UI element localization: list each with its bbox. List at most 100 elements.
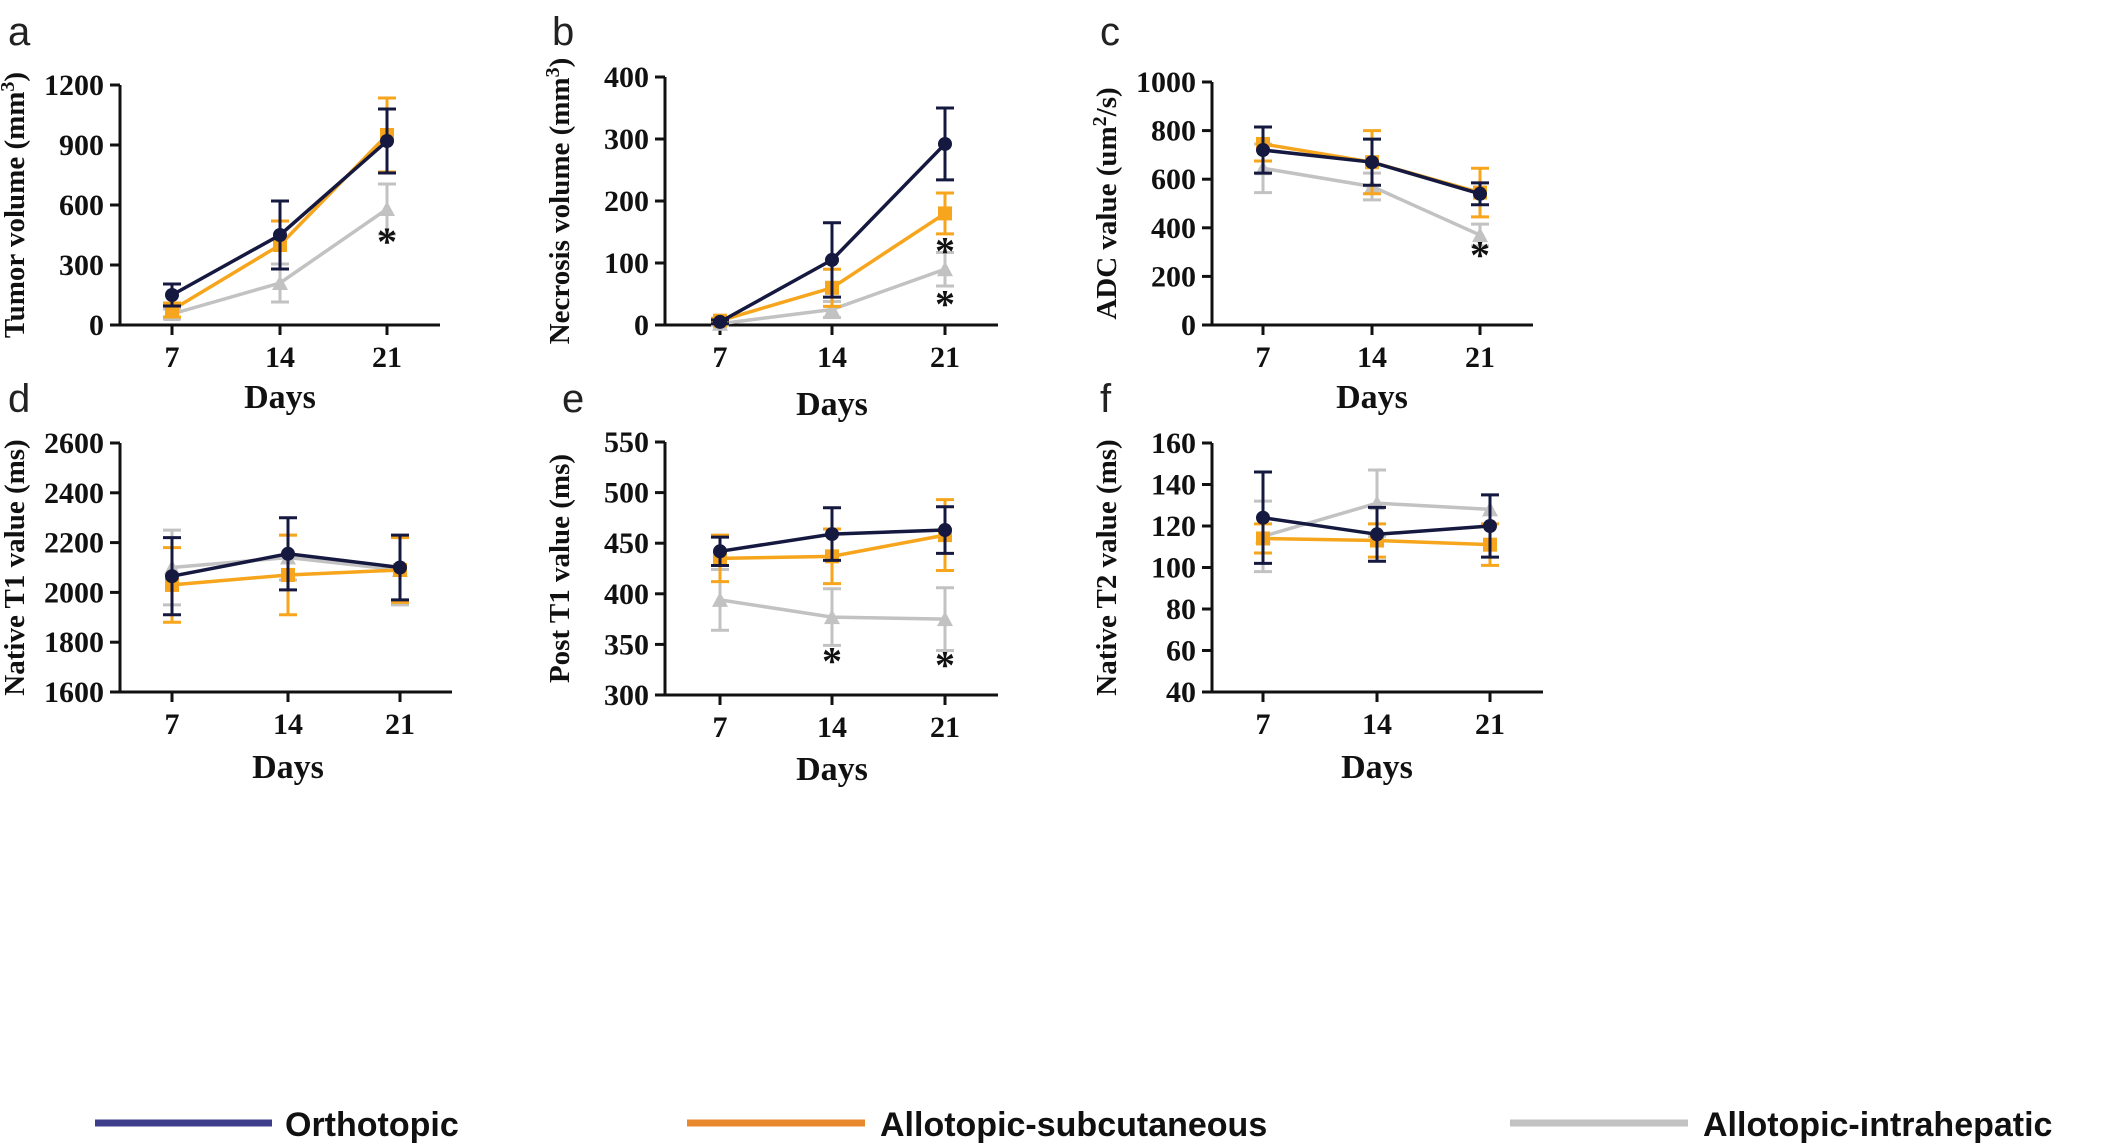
x-axis-title: Days xyxy=(1336,379,1408,416)
panel-letter: e xyxy=(562,377,584,421)
y-tick-label: 300 xyxy=(604,123,649,156)
significance-annotation: * xyxy=(1470,233,1490,278)
y-tick-label: 300 xyxy=(59,249,104,282)
x-axis-title: Days xyxy=(796,386,868,423)
series-orthotopic xyxy=(163,107,396,308)
chart-panel-e: e 300 350 400 450 500 550 7 14 21 Days Post T1 valu… xyxy=(544,377,998,788)
y-tick-label: 60 xyxy=(1166,635,1196,668)
x-tick-label: 21 xyxy=(930,341,960,374)
x-tick-label: 7 xyxy=(713,711,728,744)
series-orthotopic xyxy=(1254,470,1499,565)
x-axis-title: Days xyxy=(796,751,868,788)
data-point xyxy=(938,206,952,221)
panel-letter: b xyxy=(552,10,574,54)
y-tick-label: 900 xyxy=(59,129,104,162)
y-tick-label: 100 xyxy=(604,247,649,280)
x-tick-label: 7 xyxy=(165,341,180,374)
data-point xyxy=(938,523,952,538)
y-axis-title: Post T1 value (ms) xyxy=(544,454,576,683)
y-axis-title: Native T2 value (ms) xyxy=(1091,439,1123,695)
y-tick-label: 120 xyxy=(1151,510,1196,543)
y-tick-label: 550 xyxy=(604,426,649,459)
series-orthotopic xyxy=(1254,125,1489,207)
legend-item-3: Allotopic-intrahepatic xyxy=(1510,1106,2052,1144)
legend-item-1: Orthotopic xyxy=(95,1106,459,1144)
x-tick-label: 14 xyxy=(273,708,303,741)
y-tick-label: 2600 xyxy=(44,427,104,460)
y-tick-label: 800 xyxy=(1151,115,1196,148)
data-point xyxy=(281,546,295,561)
significance-annotation: * xyxy=(377,219,397,264)
x-tick-label: 14 xyxy=(1362,708,1392,741)
significance-annotation: * xyxy=(935,229,955,274)
data-point xyxy=(1483,519,1497,533)
legend-label: Orthotopic xyxy=(285,1106,459,1144)
x-tick-label: 7 xyxy=(1256,341,1271,374)
legend-item-2: Allotopic-subcutaneous xyxy=(687,1106,1267,1144)
y-tick-label: 0 xyxy=(634,309,649,342)
y-tick-label: 400 xyxy=(604,578,649,611)
chart-panel-d: d 1600 1800 2000 2200 2400 2600 7 14 21 Days Native… xyxy=(0,377,452,786)
data-point xyxy=(393,560,407,575)
x-tick-label: 7 xyxy=(713,341,728,374)
x-tick-label: 21 xyxy=(1465,341,1495,374)
y-tick-label: 600 xyxy=(59,189,104,222)
data-point xyxy=(272,275,288,290)
x-axis-title: Days xyxy=(244,379,316,416)
y-tick-label: 160 xyxy=(1151,427,1196,460)
y-tick-label: 350 xyxy=(604,628,649,661)
y-tick-label: 0 xyxy=(1181,309,1196,342)
y-tick-label: 0 xyxy=(89,309,104,342)
data-point xyxy=(712,591,728,607)
y-axis-title: Native T1 value (ms) xyxy=(0,439,31,695)
data-point xyxy=(273,228,287,242)
data-point xyxy=(824,609,840,625)
data-point xyxy=(1472,227,1488,243)
data-point xyxy=(379,201,395,216)
x-tick-label: 14 xyxy=(817,711,847,744)
y-tick-label: 2000 xyxy=(44,576,104,609)
x-tick-label: 21 xyxy=(385,708,415,741)
data-point xyxy=(713,544,727,559)
data-point xyxy=(1370,527,1384,542)
y-tick-label: 140 xyxy=(1151,469,1196,502)
y-tick-label: 600 xyxy=(1151,163,1196,196)
chart-panel-b: b 0 100 200 300 400 7 14 21 Days Necrosis volume (… xyxy=(542,10,998,423)
y-tick-label: 40 xyxy=(1166,676,1196,709)
panel-letter: f xyxy=(1100,377,1112,421)
x-tick-label: 21 xyxy=(1475,708,1505,741)
legend-label: Allotopic-subcutaneous xyxy=(880,1106,1267,1144)
significance-annotation: * xyxy=(822,639,842,684)
significance-annotation: * xyxy=(935,281,955,326)
y-tick-label: 1600 xyxy=(44,676,104,709)
y-tick-label: 1800 xyxy=(44,626,104,659)
series-orthotopic xyxy=(711,505,954,567)
chart-panel-f: f 40 60 80 100 120 140 160 7 14 21 Days Native T2 va… xyxy=(1091,377,1543,786)
y-tick-label: 2200 xyxy=(44,527,104,560)
y-tick-label: 300 xyxy=(604,679,649,712)
series-allotopic-intrahepatic xyxy=(163,528,409,607)
y-axis-title: ADC value (um2/s) xyxy=(1089,87,1123,319)
significance-annotation: * xyxy=(935,643,955,688)
legend-label: Allotopic-intrahepatic xyxy=(1703,1106,2052,1144)
y-tick-label: 200 xyxy=(1151,260,1196,293)
panel-letter: d xyxy=(8,377,30,421)
series-orthotopic xyxy=(711,106,954,329)
data-point xyxy=(1256,510,1270,525)
data-point xyxy=(937,261,953,277)
data-point xyxy=(938,136,952,151)
data-point xyxy=(824,301,840,317)
chart-panel-c: c 0 200 400 600 800 1000 7 14 21 Days ADC value (um… xyxy=(1089,10,1533,416)
x-axis-title: Days xyxy=(1341,749,1413,786)
x-tick-label: 14 xyxy=(265,341,295,374)
data-point xyxy=(380,134,394,148)
x-tick-label: 7 xyxy=(1256,708,1271,741)
y-axis-title: Tumor volume (mm3) xyxy=(0,72,31,338)
data-point xyxy=(165,569,179,584)
y-tick-label: 1000 xyxy=(1136,66,1196,99)
data-point xyxy=(713,314,727,329)
legend: Orthotopic Allotopic-subcutaneous Allotopi… xyxy=(95,1106,2052,1144)
x-tick-label: 21 xyxy=(930,711,960,744)
x-tick-label: 7 xyxy=(165,708,180,741)
